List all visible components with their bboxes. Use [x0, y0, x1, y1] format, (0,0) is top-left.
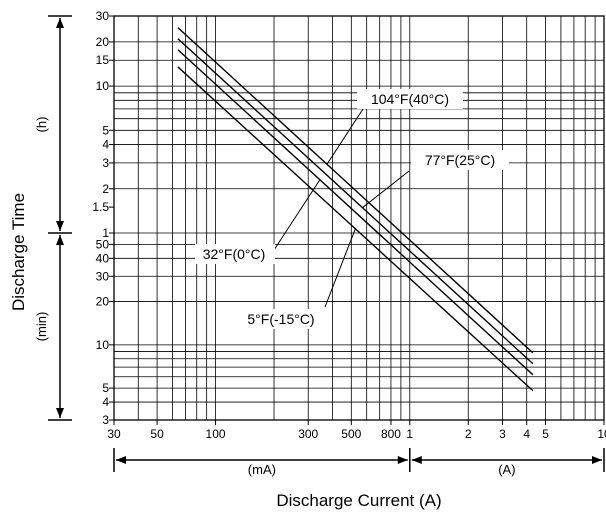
- x-tick-label: 2: [465, 427, 472, 441]
- arrowhead: [411, 456, 422, 464]
- leader-line: [324, 228, 356, 308]
- series-line: [177, 38, 534, 365]
- y-tick-label: 2: [102, 182, 109, 196]
- y-tick-label: 30: [96, 9, 110, 23]
- y-tick-label: 30: [96, 269, 110, 283]
- x-tick-label: 5: [542, 427, 549, 441]
- x-tick-label: 500: [341, 427, 361, 441]
- series-label: 104°F(40°C): [371, 91, 449, 107]
- leader-line: [326, 108, 364, 165]
- x-unit-arrows: (mA) (A): [113, 448, 605, 477]
- x-unit-label: (A): [498, 462, 515, 477]
- x-tick-label: 30: [107, 427, 121, 441]
- y-tick-label: 5: [102, 123, 109, 137]
- y-tick-label: 4: [102, 138, 109, 152]
- series-line: [177, 49, 534, 376]
- y-axis-title: Discharge Time: [9, 193, 28, 311]
- y-tick-label: 1.5: [92, 200, 109, 214]
- x-tick-label: 300: [298, 427, 318, 441]
- series-label-box: [357, 89, 463, 109]
- y-unit-label: (h): [34, 117, 49, 133]
- y-tick-label: 15: [96, 53, 110, 67]
- y-tick-label: 40: [96, 251, 110, 265]
- x-tick-label: 10: [597, 427, 606, 441]
- arrowhead: [56, 18, 64, 28]
- y-tick-label: 10: [96, 79, 110, 93]
- arrowhead: [56, 408, 64, 418]
- series-label: 77°F(25°C): [425, 152, 495, 168]
- y-tick-label: 4: [102, 395, 109, 409]
- y-unit-label: (min): [34, 312, 49, 342]
- arrowhead: [116, 456, 126, 464]
- x-axis-title: Discharge Current (A): [276, 491, 441, 510]
- arrowhead: [592, 456, 602, 464]
- x-tick-label: 4: [523, 427, 530, 441]
- series-label-box: [195, 244, 275, 264]
- x-tick-label: 1: [406, 427, 413, 441]
- series-line: [177, 27, 534, 354]
- leader-line: [273, 179, 321, 251]
- x-tick-label: 800: [381, 427, 401, 441]
- y-tick-label: 1: [102, 226, 109, 240]
- series-label-box: [238, 309, 328, 329]
- x-tick-labels: 30 50 100 300 500 800 1 2 3 45 10: [107, 420, 606, 441]
- arrowhead: [56, 235, 64, 245]
- plot-frame: [113, 15, 605, 421]
- series-label-box: [411, 150, 509, 170]
- y-unit-arrows: (h) (min): [34, 15, 72, 421]
- x-unit-label: (mA): [248, 462, 276, 477]
- y-tick-label: 20: [96, 35, 110, 49]
- x-tick-label: 100: [206, 427, 226, 441]
- y-tick-label: 3: [102, 413, 109, 427]
- series-label: 32°F(0°C): [203, 246, 266, 262]
- series-annotations: 104°F(40°C) 77°F(25°C) 32°F(0°C) 5°F(-15°C): [195, 89, 509, 329]
- leader-line: [362, 170, 410, 209]
- y-tick-label: 10: [96, 338, 110, 352]
- series-label: 5°F(-15°C): [247, 311, 314, 327]
- y-tick-label: 5: [102, 381, 109, 395]
- y-tick-label: 3: [102, 156, 109, 170]
- arrowhead: [56, 221, 64, 231]
- x-tick-label: 3: [499, 427, 506, 441]
- y-tick-label: 50: [96, 237, 110, 251]
- y-tick-label: 20: [96, 295, 110, 309]
- series-lines: [177, 27, 534, 392]
- arrowhead: [397, 456, 408, 464]
- x-tick-label: 50: [150, 427, 164, 441]
